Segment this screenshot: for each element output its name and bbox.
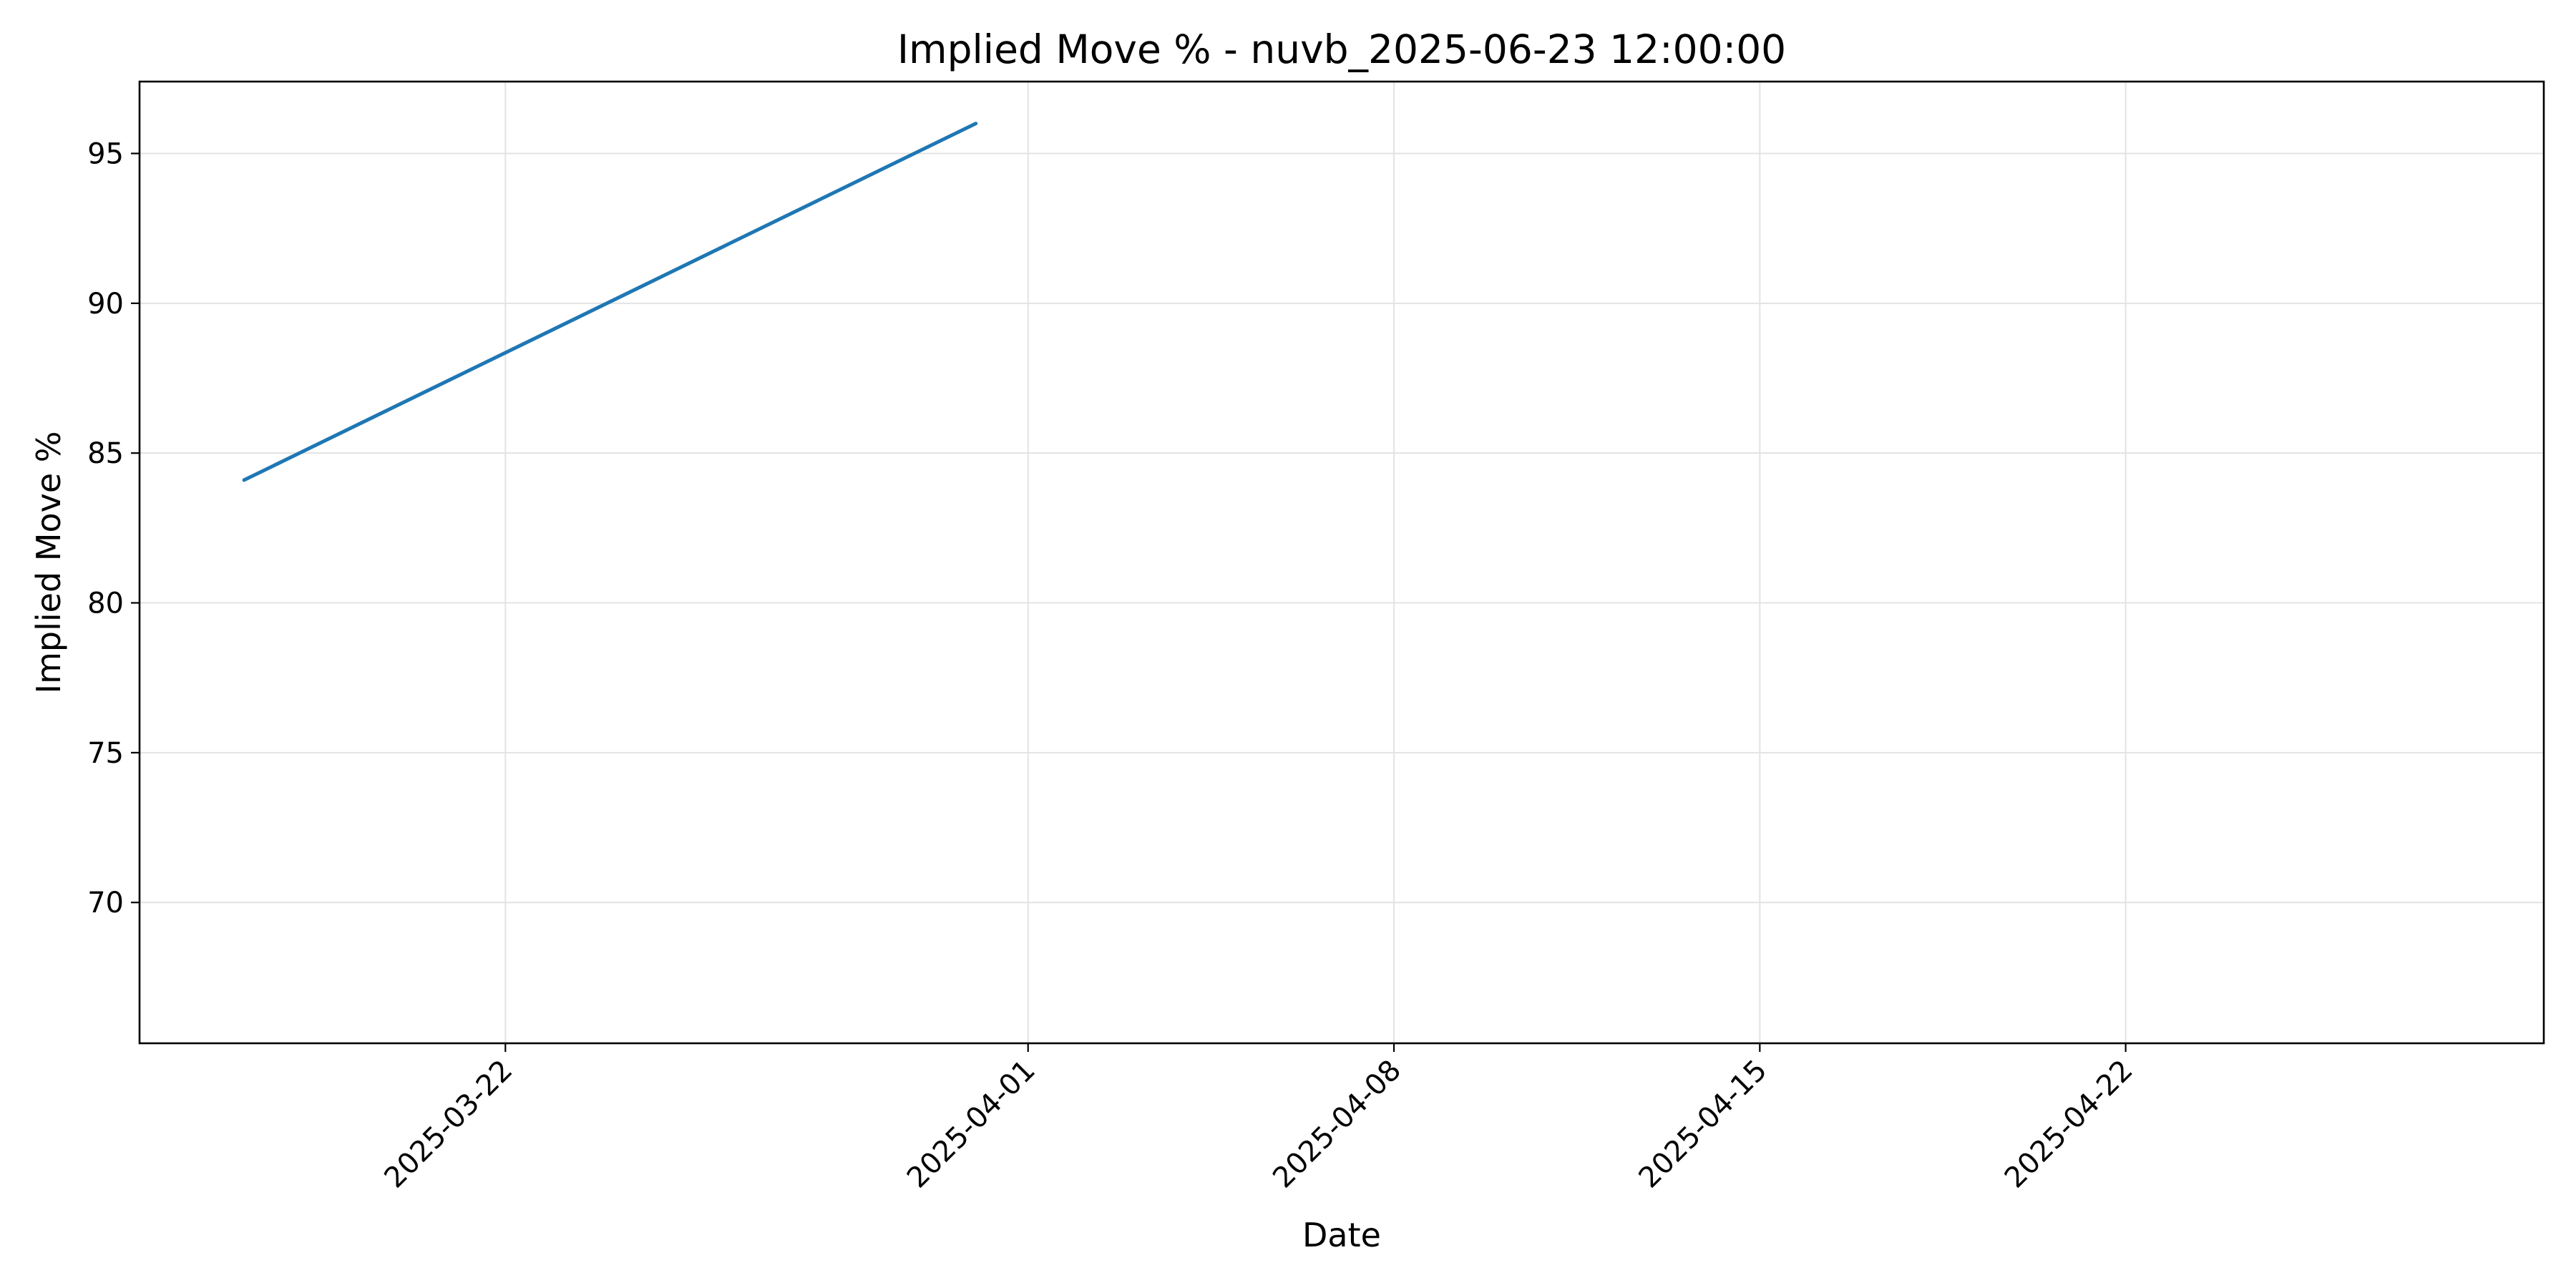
y-tick-label: 80 bbox=[87, 587, 124, 620]
y-tick-label: 75 bbox=[87, 737, 124, 770]
series-layer bbox=[242, 122, 978, 482]
x-axis-label: Date bbox=[1302, 1216, 1381, 1254]
series-line-0 bbox=[242, 122, 978, 482]
chart-title: Implied Move % - nuvb_2025-06-23 12:00:0… bbox=[897, 26, 1786, 72]
y-tick-label: 85 bbox=[87, 437, 124, 470]
plot-frame bbox=[138, 80, 2545, 1045]
grid bbox=[140, 82, 2544, 1043]
y-tick-label: 70 bbox=[87, 887, 124, 919]
y-tick-label: 95 bbox=[87, 137, 124, 170]
y-tick-label: 90 bbox=[87, 288, 124, 321]
y-axis-label: Implied Move % bbox=[29, 431, 68, 694]
